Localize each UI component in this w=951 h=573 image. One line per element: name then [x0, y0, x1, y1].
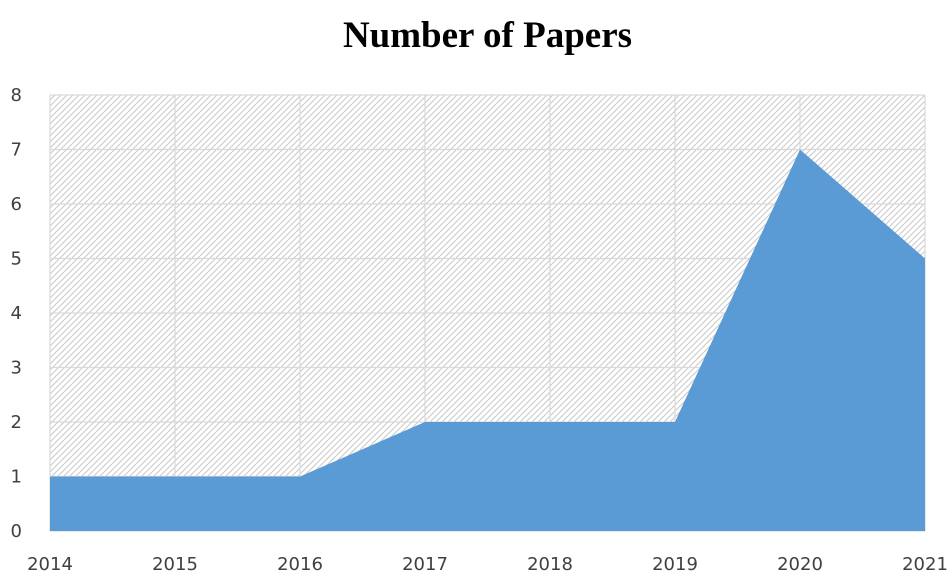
- x-tick-label: 2017: [402, 554, 448, 573]
- y-tick-label: 3: [11, 358, 22, 379]
- y-tick-label: 5: [11, 249, 22, 270]
- x-tick-label: 2021: [902, 554, 948, 573]
- x-tick-label: 2018: [527, 554, 573, 573]
- y-tick-label: 2: [11, 412, 22, 433]
- y-tick-label: 8: [11, 85, 22, 106]
- x-tick-label: 2016: [277, 554, 323, 573]
- x-tick-label: 2014: [27, 554, 73, 573]
- x-tick-label: 2020: [777, 554, 823, 573]
- y-tick-label: 7: [11, 140, 22, 161]
- y-tick-label: 6: [11, 194, 22, 215]
- y-tick-label: 1: [11, 467, 22, 488]
- x-tick-label: 2015: [152, 554, 198, 573]
- chart-title: Number of Papers: [342, 15, 633, 56]
- area-series: [50, 149, 925, 531]
- y-tick-label: 0: [11, 521, 22, 542]
- y-tick-label: 4: [11, 303, 22, 324]
- x-tick-label: 2019: [652, 554, 698, 573]
